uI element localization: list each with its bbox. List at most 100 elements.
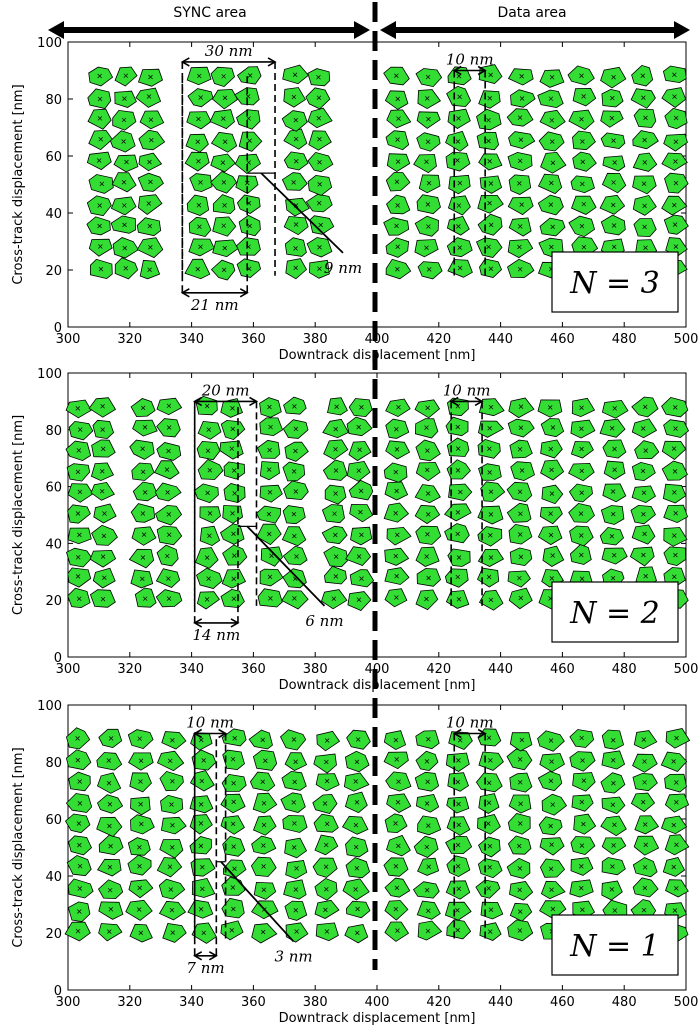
arrowhead (249, 396, 259, 407)
mark-stroke (488, 489, 494, 495)
mark-stroke (395, 928, 400, 933)
mark-stroke (517, 928, 523, 933)
grain-center-mark (204, 555, 210, 560)
mark-stroke (549, 759, 554, 764)
grain-center-mark (393, 469, 399, 475)
grain-center-mark (643, 245, 648, 250)
grain (283, 879, 307, 900)
grain-center-mark (425, 448, 430, 453)
mark-stroke (77, 427, 83, 432)
mark-stroke (291, 511, 297, 517)
grain-center-mark (107, 887, 113, 893)
grain-center-mark (196, 203, 202, 208)
grain (569, 751, 596, 772)
mark-stroke (393, 553, 399, 559)
grain-center-mark (294, 929, 299, 934)
mark-stroke (456, 758, 461, 763)
grain-center-mark (394, 757, 399, 762)
grain (572, 772, 596, 792)
mark-stroke (517, 224, 523, 229)
grain-center-mark (323, 864, 329, 870)
mark-stroke (138, 802, 143, 807)
grain (414, 215, 439, 237)
grain-center-mark (579, 446, 584, 452)
grain-center-mark (291, 845, 297, 850)
grain-center-mark (147, 223, 153, 229)
grain-center-mark (425, 532, 430, 537)
mark-stroke (196, 116, 201, 122)
grain (67, 527, 92, 545)
mark-stroke (455, 446, 461, 451)
grain-center-mark (611, 138, 616, 143)
grain-center-mark (293, 136, 299, 142)
mark-stroke (425, 448, 430, 453)
mark-stroke (426, 267, 432, 272)
mark-stroke (267, 447, 272, 453)
grain-center-mark (549, 118, 555, 123)
grain-center-mark (147, 159, 152, 165)
x-tick-label: 320 (117, 662, 142, 677)
y-tick-label: 60 (45, 150, 62, 165)
grain-center-mark (643, 448, 649, 453)
grain-center-mark (146, 94, 152, 99)
grain-center-mark (261, 801, 267, 806)
mark-stroke (353, 822, 359, 828)
grain-center-mark (550, 553, 555, 558)
mark-stroke (612, 406, 617, 411)
mark-stroke (108, 736, 114, 741)
grain-center-mark (195, 139, 201, 144)
grain-center-mark (579, 223, 585, 229)
grain-center-mark (455, 908, 460, 913)
grain-center-mark (456, 801, 461, 807)
n-label-box (551, 914, 679, 976)
arrowhead (230, 618, 240, 628)
x-tick-label: 340 (179, 662, 204, 677)
grain-center-mark (101, 533, 107, 539)
grain-center-mark (486, 800, 492, 805)
grain-center-mark (137, 863, 142, 869)
mark-stroke (426, 736, 431, 742)
grain (234, 87, 260, 106)
mark-stroke (77, 886, 83, 891)
grain-center-mark (579, 490, 584, 496)
mark-stroke (357, 447, 362, 452)
grain-center-mark (106, 780, 112, 786)
mark-stroke (487, 96, 493, 101)
grain (663, 504, 689, 524)
grain-center-mark (149, 137, 154, 143)
grain (97, 879, 124, 900)
grain (323, 565, 347, 585)
grain (416, 111, 441, 129)
grain-center-mark (77, 909, 82, 914)
mark-stroke (222, 203, 227, 208)
mark-stroke (455, 574, 461, 580)
mark-stroke (267, 574, 273, 580)
grain (445, 752, 470, 772)
grain-center-mark (549, 759, 554, 764)
grain-center-mark (324, 778, 330, 784)
grain-center-mark (138, 802, 143, 807)
mark-stroke (674, 800, 679, 805)
mark-stroke (393, 864, 399, 869)
mark-stroke (200, 864, 205, 870)
grain-center-mark (100, 427, 105, 432)
grain-center-mark (201, 758, 206, 763)
mark-stroke (424, 159, 429, 164)
n-label: N = 1 (569, 929, 660, 964)
mark-stroke (207, 533, 212, 538)
grain-center-mark (121, 179, 127, 185)
grain (632, 753, 658, 773)
grain (98, 728, 123, 749)
mark-stroke (292, 821, 297, 826)
mark-stroke (488, 555, 494, 560)
grain (661, 460, 688, 481)
mark-stroke (550, 802, 555, 807)
grain-center-mark (426, 864, 431, 870)
grain-center-mark (642, 865, 648, 870)
grain (110, 215, 137, 234)
mark-stroke (322, 801, 328, 806)
grain-center-mark (354, 800, 360, 805)
grain-center-mark (260, 779, 265, 784)
x-tick-label: 320 (117, 995, 142, 1010)
mark-stroke (517, 158, 523, 164)
